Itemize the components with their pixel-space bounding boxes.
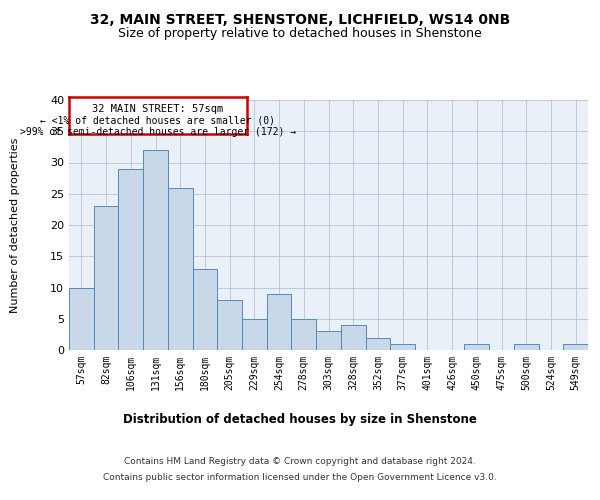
Bar [316,331,341,350]
Bar [292,319,316,350]
Bar [69,288,94,350]
Text: ← <1% of detached houses are smaller (0): ← <1% of detached houses are smaller (0) [40,116,275,126]
Text: Contains HM Land Registry data © Crown copyright and database right 2024.: Contains HM Land Registry data © Crown c… [124,458,476,466]
Bar [341,325,365,350]
Bar [217,300,242,350]
Text: 32 MAIN STREET: 57sqm: 32 MAIN STREET: 57sqm [92,104,224,114]
Bar [267,294,292,350]
Bar [94,206,118,350]
Text: Size of property relative to detached houses in Shenstone: Size of property relative to detached ho… [118,28,482,40]
Bar [514,344,539,350]
Bar [168,188,193,350]
Bar [193,269,217,350]
Bar [390,344,415,350]
Bar [563,344,588,350]
Text: Distribution of detached houses by size in Shenstone: Distribution of detached houses by size … [123,412,477,426]
Bar [118,169,143,350]
Bar [365,338,390,350]
Text: Contains public sector information licensed under the Open Government Licence v3: Contains public sector information licen… [103,472,497,482]
Text: >99% of semi-detached houses are larger (172) →: >99% of semi-detached houses are larger … [20,127,296,137]
Bar [464,344,489,350]
Text: 32, MAIN STREET, SHENSTONE, LICHFIELD, WS14 0NB: 32, MAIN STREET, SHENSTONE, LICHFIELD, W… [90,12,510,26]
Bar [242,319,267,350]
Bar [143,150,168,350]
Y-axis label: Number of detached properties: Number of detached properties [10,138,20,312]
